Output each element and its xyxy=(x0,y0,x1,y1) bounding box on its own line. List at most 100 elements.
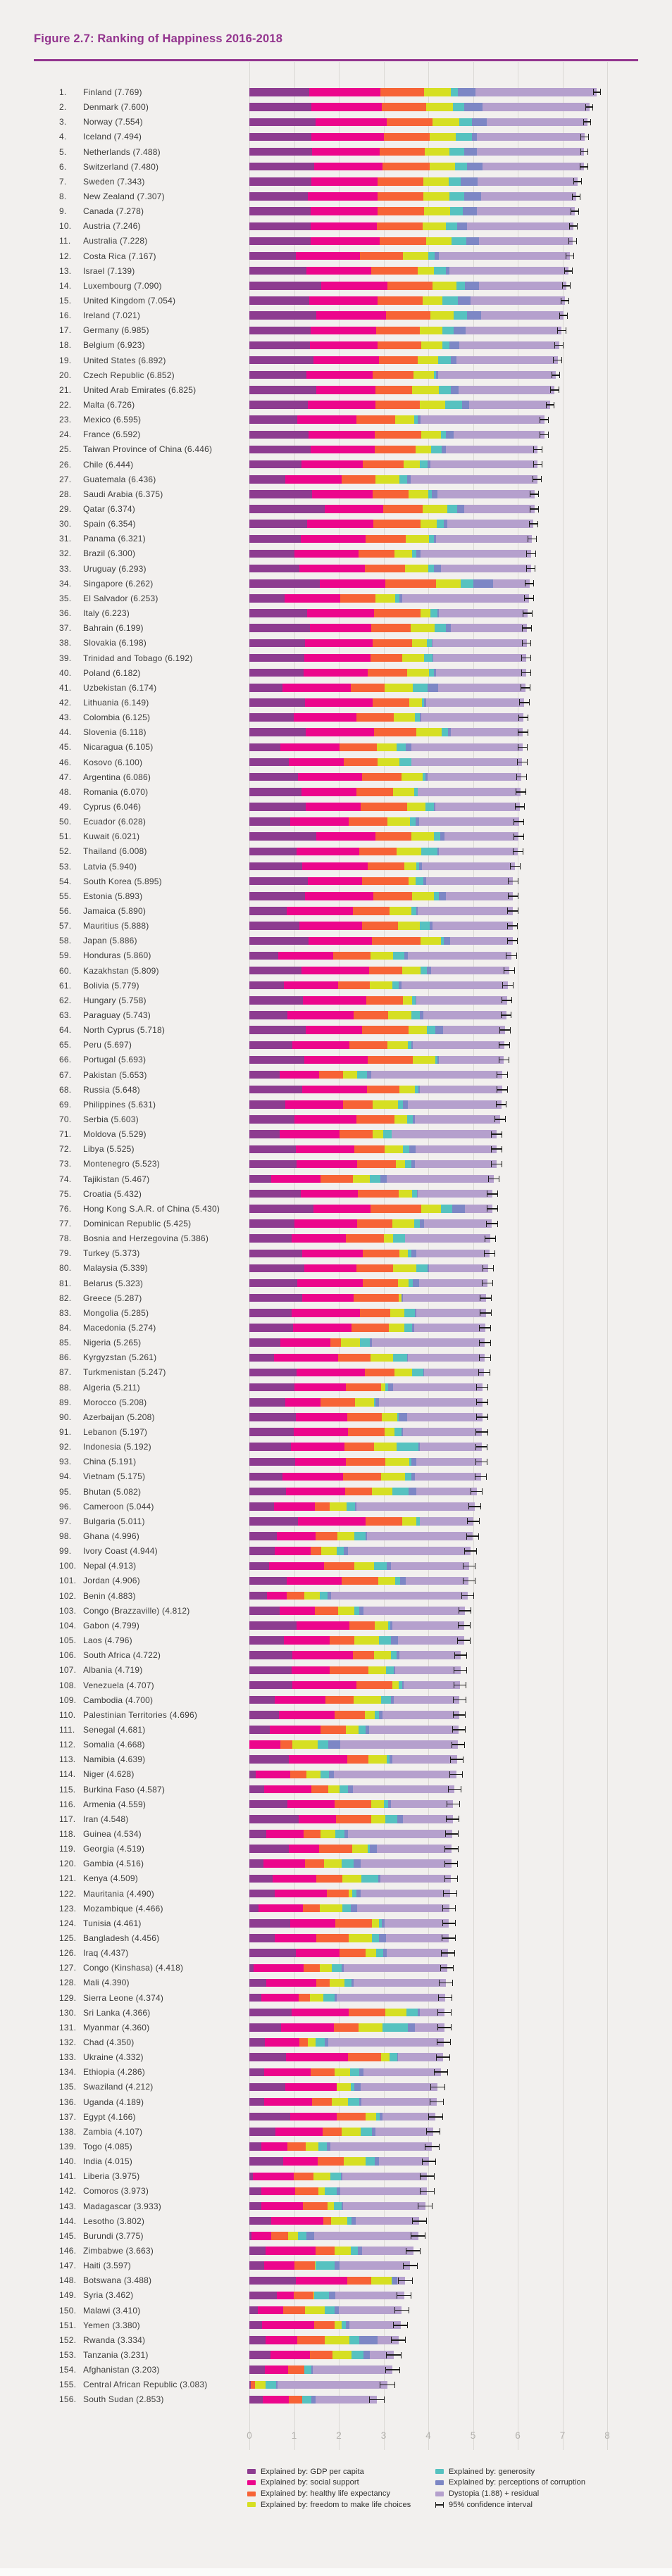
confidence-interval-whisker xyxy=(457,1637,471,1644)
whisker-line xyxy=(471,1490,483,1493)
legend-item: Explained by: GDP per capita xyxy=(247,2466,364,2477)
country-row: 31. Panama (6.321) xyxy=(0,532,672,546)
confidence-interval-whisker xyxy=(397,2277,413,2284)
country-rank: 124. xyxy=(59,1918,77,1928)
bar-segment-healthy-life-expectancy xyxy=(381,103,426,111)
confidence-interval-whisker xyxy=(533,461,542,468)
confidence-interval-whisker xyxy=(442,1905,456,1912)
confidence-interval-whisker xyxy=(462,1577,475,1584)
whisker-line xyxy=(484,1252,495,1255)
bar-segment-generosity xyxy=(452,103,464,111)
bar-segment-perceptions-of-corruption xyxy=(399,1413,407,1421)
bar-segment-generosity xyxy=(445,401,463,409)
bar-segment-dystopia-residual xyxy=(493,579,530,588)
bar-segment-social-support xyxy=(264,1785,312,1794)
whisker-line xyxy=(477,1401,488,1403)
bar-segment-generosity xyxy=(298,2232,306,2240)
whisker-line xyxy=(442,1907,456,1909)
bar-segment-freedom xyxy=(421,341,443,350)
bar-segment-gdp-per-capita xyxy=(249,1562,270,1571)
bar-segment-social-support xyxy=(292,2008,349,2017)
bar-segment-gdp-per-capita xyxy=(249,788,301,796)
bar-segment-social-support xyxy=(296,1145,355,1154)
happiness-bar xyxy=(249,266,569,275)
bar-segment-healthy-life-expectancy xyxy=(348,2008,386,2017)
happiness-bar xyxy=(249,2216,420,2225)
bar-segment-freedom xyxy=(394,1368,413,1377)
bar-segment-gdp-per-capita xyxy=(249,1457,296,1466)
bar-segment-healthy-life-expectancy xyxy=(368,1055,413,1064)
bar-segment-gdp-per-capita xyxy=(249,460,301,469)
bar-segment-freedom xyxy=(397,922,421,930)
whisker-line xyxy=(444,1878,457,1880)
country-rank: 155. xyxy=(59,2380,77,2390)
bar-segment-generosity xyxy=(441,728,449,736)
bar-segment-gdp-per-capita xyxy=(249,1770,256,1779)
bar-segment-generosity xyxy=(354,1532,366,1540)
whisker-line xyxy=(393,2324,408,2326)
bar-segment-healthy-life-expectancy xyxy=(325,1695,354,1704)
bar-segment-dystopia-residual xyxy=(413,1324,485,1332)
confidence-interval-whisker xyxy=(507,893,518,900)
bar-segment-dystopia-residual xyxy=(437,370,556,379)
bar-segment-gdp-per-capita xyxy=(249,1338,281,1347)
bar-segment-social-support xyxy=(302,1085,368,1094)
country-row: 24. France (6.592) xyxy=(0,427,672,442)
country-rank: 97. xyxy=(59,1516,72,1526)
bar-segment-perceptions-of-corruption xyxy=(433,803,436,811)
bar-segment-gdp-per-capita xyxy=(249,1324,294,1332)
country-rank: 118. xyxy=(59,1828,76,1839)
whisker-line xyxy=(462,1595,474,1597)
country-rank: 30. xyxy=(59,519,72,529)
bar-segment-generosity xyxy=(450,207,463,215)
whisker-line xyxy=(518,717,528,718)
bar-segment-generosity xyxy=(393,1353,407,1362)
bar-segment-healthy-life-expectancy xyxy=(374,430,421,439)
bar-segment-generosity xyxy=(383,1130,392,1138)
bar-segment-freedom xyxy=(385,2008,407,2017)
confidence-interval-whisker xyxy=(481,1280,494,1287)
bar-segment-gdp-per-capita xyxy=(249,936,309,945)
whisker-line xyxy=(447,1818,459,1820)
bar-segment-gdp-per-capita xyxy=(249,892,305,900)
bar-segment-perceptions-of-corruption xyxy=(458,88,475,96)
bar-segment-perceptions-of-corruption xyxy=(402,1100,408,1109)
country-row: 58. Japan (5.886) xyxy=(0,934,672,948)
bar-segment-dystopia-residual xyxy=(414,1472,481,1481)
bar-segment-healthy-life-expectancy xyxy=(344,1443,375,1451)
bar-segment-dystopia-residual xyxy=(405,1234,490,1243)
country-rank: 88. xyxy=(59,1382,72,1393)
bar-segment-freedom xyxy=(369,981,393,990)
confidence-interval-whisker xyxy=(480,1309,492,1317)
bar-segment-gdp-per-capita xyxy=(249,132,311,142)
country-rank: 21. xyxy=(59,384,72,395)
bar-segment-social-support xyxy=(263,2261,295,2270)
country-row: 93. China (5.191) xyxy=(0,1455,672,1469)
country-label: Colombia (6.125) xyxy=(83,712,151,723)
bar-segment-dystopia-residual xyxy=(450,728,523,736)
bar-segment-freedom xyxy=(417,266,435,275)
bar-segment-generosity xyxy=(422,698,424,707)
country-rank: 10. xyxy=(59,221,72,232)
confidence-interval-whisker xyxy=(421,2158,437,2165)
confidence-interval-whisker xyxy=(434,2068,449,2075)
country-label: Sri Lanka (4.366) xyxy=(83,2007,151,2018)
whisker-line xyxy=(454,1669,466,1671)
bar-segment-generosity xyxy=(404,1309,415,1317)
bar-segment-dystopia-residual xyxy=(425,698,525,707)
whisker-line xyxy=(540,419,549,420)
bar-segment-healthy-life-expectancy xyxy=(366,996,404,1005)
country-label: Congo (Kinshasa) (4.418) xyxy=(83,1963,184,1973)
country-row: 96. Cameroon (5.044) xyxy=(0,1499,672,1514)
happiness-bar xyxy=(249,460,538,469)
bar-segment-generosity xyxy=(437,356,451,365)
country-rank: 12. xyxy=(59,251,72,261)
whisker-line xyxy=(452,1744,464,1745)
confidence-interval-whisker xyxy=(450,1756,463,1763)
bar-segment-generosity xyxy=(437,520,444,528)
bar-segment-freedom xyxy=(371,2276,392,2285)
whisker-line xyxy=(425,2146,439,2147)
whisker-line xyxy=(520,702,529,703)
whisker-line xyxy=(496,1104,506,1105)
confidence-interval-whisker xyxy=(566,253,575,260)
